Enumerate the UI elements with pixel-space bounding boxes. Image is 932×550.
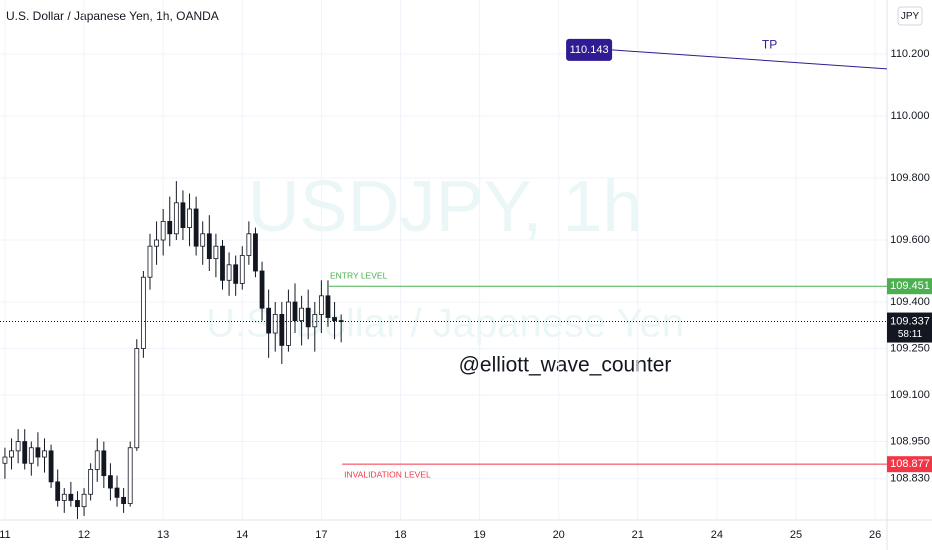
candle-body xyxy=(22,441,28,464)
candle-body xyxy=(180,202,186,228)
watermark-name: U.S. Dollar / Japanese Yen xyxy=(206,302,684,346)
candle-body xyxy=(226,264,232,281)
candle-body xyxy=(173,202,179,235)
candle-body xyxy=(94,450,100,470)
candle-body xyxy=(42,450,47,458)
candle-body xyxy=(292,301,298,322)
candle-body xyxy=(332,317,337,322)
x-tick-label: 14 xyxy=(236,529,248,541)
candle-body xyxy=(187,208,192,228)
y-tick-label: 109.800 xyxy=(890,172,930,184)
level-name: ENTRY LEVEL xyxy=(330,270,388,280)
currency-box[interactable] xyxy=(897,6,923,26)
candle-body xyxy=(134,348,140,449)
current-price-box xyxy=(887,312,932,343)
candle-body xyxy=(325,295,331,318)
candle-body xyxy=(35,447,41,458)
candle-body xyxy=(140,276,146,349)
candle-body xyxy=(286,301,291,346)
currency[interactable]: JPY xyxy=(901,11,920,22)
tp-name: TP xyxy=(762,38,777,52)
countdown: 58:11 xyxy=(898,329,923,340)
y-tick-label: 109.100 xyxy=(890,389,930,401)
candle-body xyxy=(81,493,87,508)
y-tick-label: 110.000 xyxy=(891,110,930,122)
tp-line xyxy=(612,49,888,70)
author: @elliott_wave_counter xyxy=(459,354,672,377)
y-tick-label: 108.830 xyxy=(890,473,930,485)
candle-body xyxy=(160,220,166,241)
x-tick-label: 18 xyxy=(394,529,406,541)
candle-body xyxy=(253,233,258,272)
level-price: 109.451 xyxy=(890,280,930,292)
y-tick-label: 109.250 xyxy=(890,342,930,354)
candle-body xyxy=(9,450,14,458)
candle-body xyxy=(305,307,311,328)
candle-body xyxy=(2,456,8,464)
level-name: INVALIDATION LEVEL xyxy=(344,469,431,479)
candle-body xyxy=(206,233,212,260)
current-price: 109.337 xyxy=(890,315,930,327)
x-tick-label: 13 xyxy=(157,529,169,541)
candle-body xyxy=(200,233,206,247)
x-tick-label: 17 xyxy=(315,529,327,541)
tp-price: 110.143 xyxy=(570,44,609,56)
candle-body xyxy=(233,264,239,284)
candle-body xyxy=(318,295,324,315)
candle-body xyxy=(299,307,304,322)
tp-box xyxy=(566,38,613,61)
y-tick-label: 108.950 xyxy=(890,435,930,447)
x-tick-label: 21 xyxy=(632,529,644,541)
x-tick-label: 12 xyxy=(78,529,90,541)
x-tick-label: 11 xyxy=(0,529,11,541)
y-tick-label: 109.600 xyxy=(890,234,930,246)
candle-body xyxy=(193,208,199,247)
x-tick-label: 20 xyxy=(553,529,565,541)
x-tick-label: 24 xyxy=(711,529,723,541)
candle-body xyxy=(55,481,61,501)
candle-body xyxy=(15,441,21,452)
y-tick-label: 109.400 xyxy=(890,296,930,308)
candle-body xyxy=(101,450,107,477)
candle-body xyxy=(28,447,34,464)
candle-body xyxy=(147,245,153,278)
x-tick-label: 25 xyxy=(790,529,802,541)
candle-body xyxy=(246,233,252,256)
candle-body xyxy=(121,496,127,504)
candle-body xyxy=(220,245,225,281)
chart-title: U.S. Dollar / Japanese Yen, 1h, OANDA xyxy=(6,9,219,23)
x-tick-label: 19 xyxy=(473,529,485,541)
candle-body xyxy=(167,220,173,235)
y-tick-label: 110.200 xyxy=(891,48,930,60)
watermark-symbol: USDJPY, 1h xyxy=(248,167,643,247)
candle-body xyxy=(68,493,74,501)
x-tick-label: 26 xyxy=(869,529,881,541)
candle-body xyxy=(108,475,113,489)
level-price-box xyxy=(887,456,932,473)
candle-body xyxy=(312,314,318,328)
candle-body xyxy=(48,450,54,483)
candle-body xyxy=(259,270,265,309)
candle-body xyxy=(266,307,272,334)
candle-body xyxy=(75,500,80,508)
candle-body xyxy=(154,239,159,247)
candle-body xyxy=(213,245,219,260)
candle-body xyxy=(272,314,278,334)
candle-body xyxy=(88,469,94,495)
level-price: 108.877 xyxy=(890,458,930,470)
candle-body xyxy=(61,493,67,501)
candle-body xyxy=(239,255,245,284)
candle-body xyxy=(127,447,133,504)
candle-body xyxy=(279,314,285,346)
candle-body xyxy=(114,487,120,498)
level-price-box xyxy=(887,278,932,295)
